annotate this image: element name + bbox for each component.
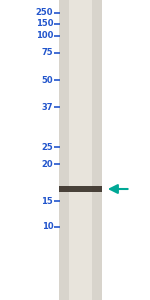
Bar	[59, 186, 102, 192]
Text: 75: 75	[42, 48, 53, 57]
Bar	[69, 0, 92, 300]
Text: 250: 250	[36, 8, 53, 17]
Text: 150: 150	[36, 20, 53, 28]
Text: 50: 50	[42, 76, 53, 85]
Bar	[59, 0, 102, 300]
Text: 10: 10	[42, 222, 53, 231]
Text: 25: 25	[42, 142, 53, 152]
Text: 37: 37	[42, 103, 53, 112]
Text: 20: 20	[42, 160, 53, 169]
Text: 15: 15	[42, 196, 53, 206]
Text: 100: 100	[36, 32, 53, 40]
